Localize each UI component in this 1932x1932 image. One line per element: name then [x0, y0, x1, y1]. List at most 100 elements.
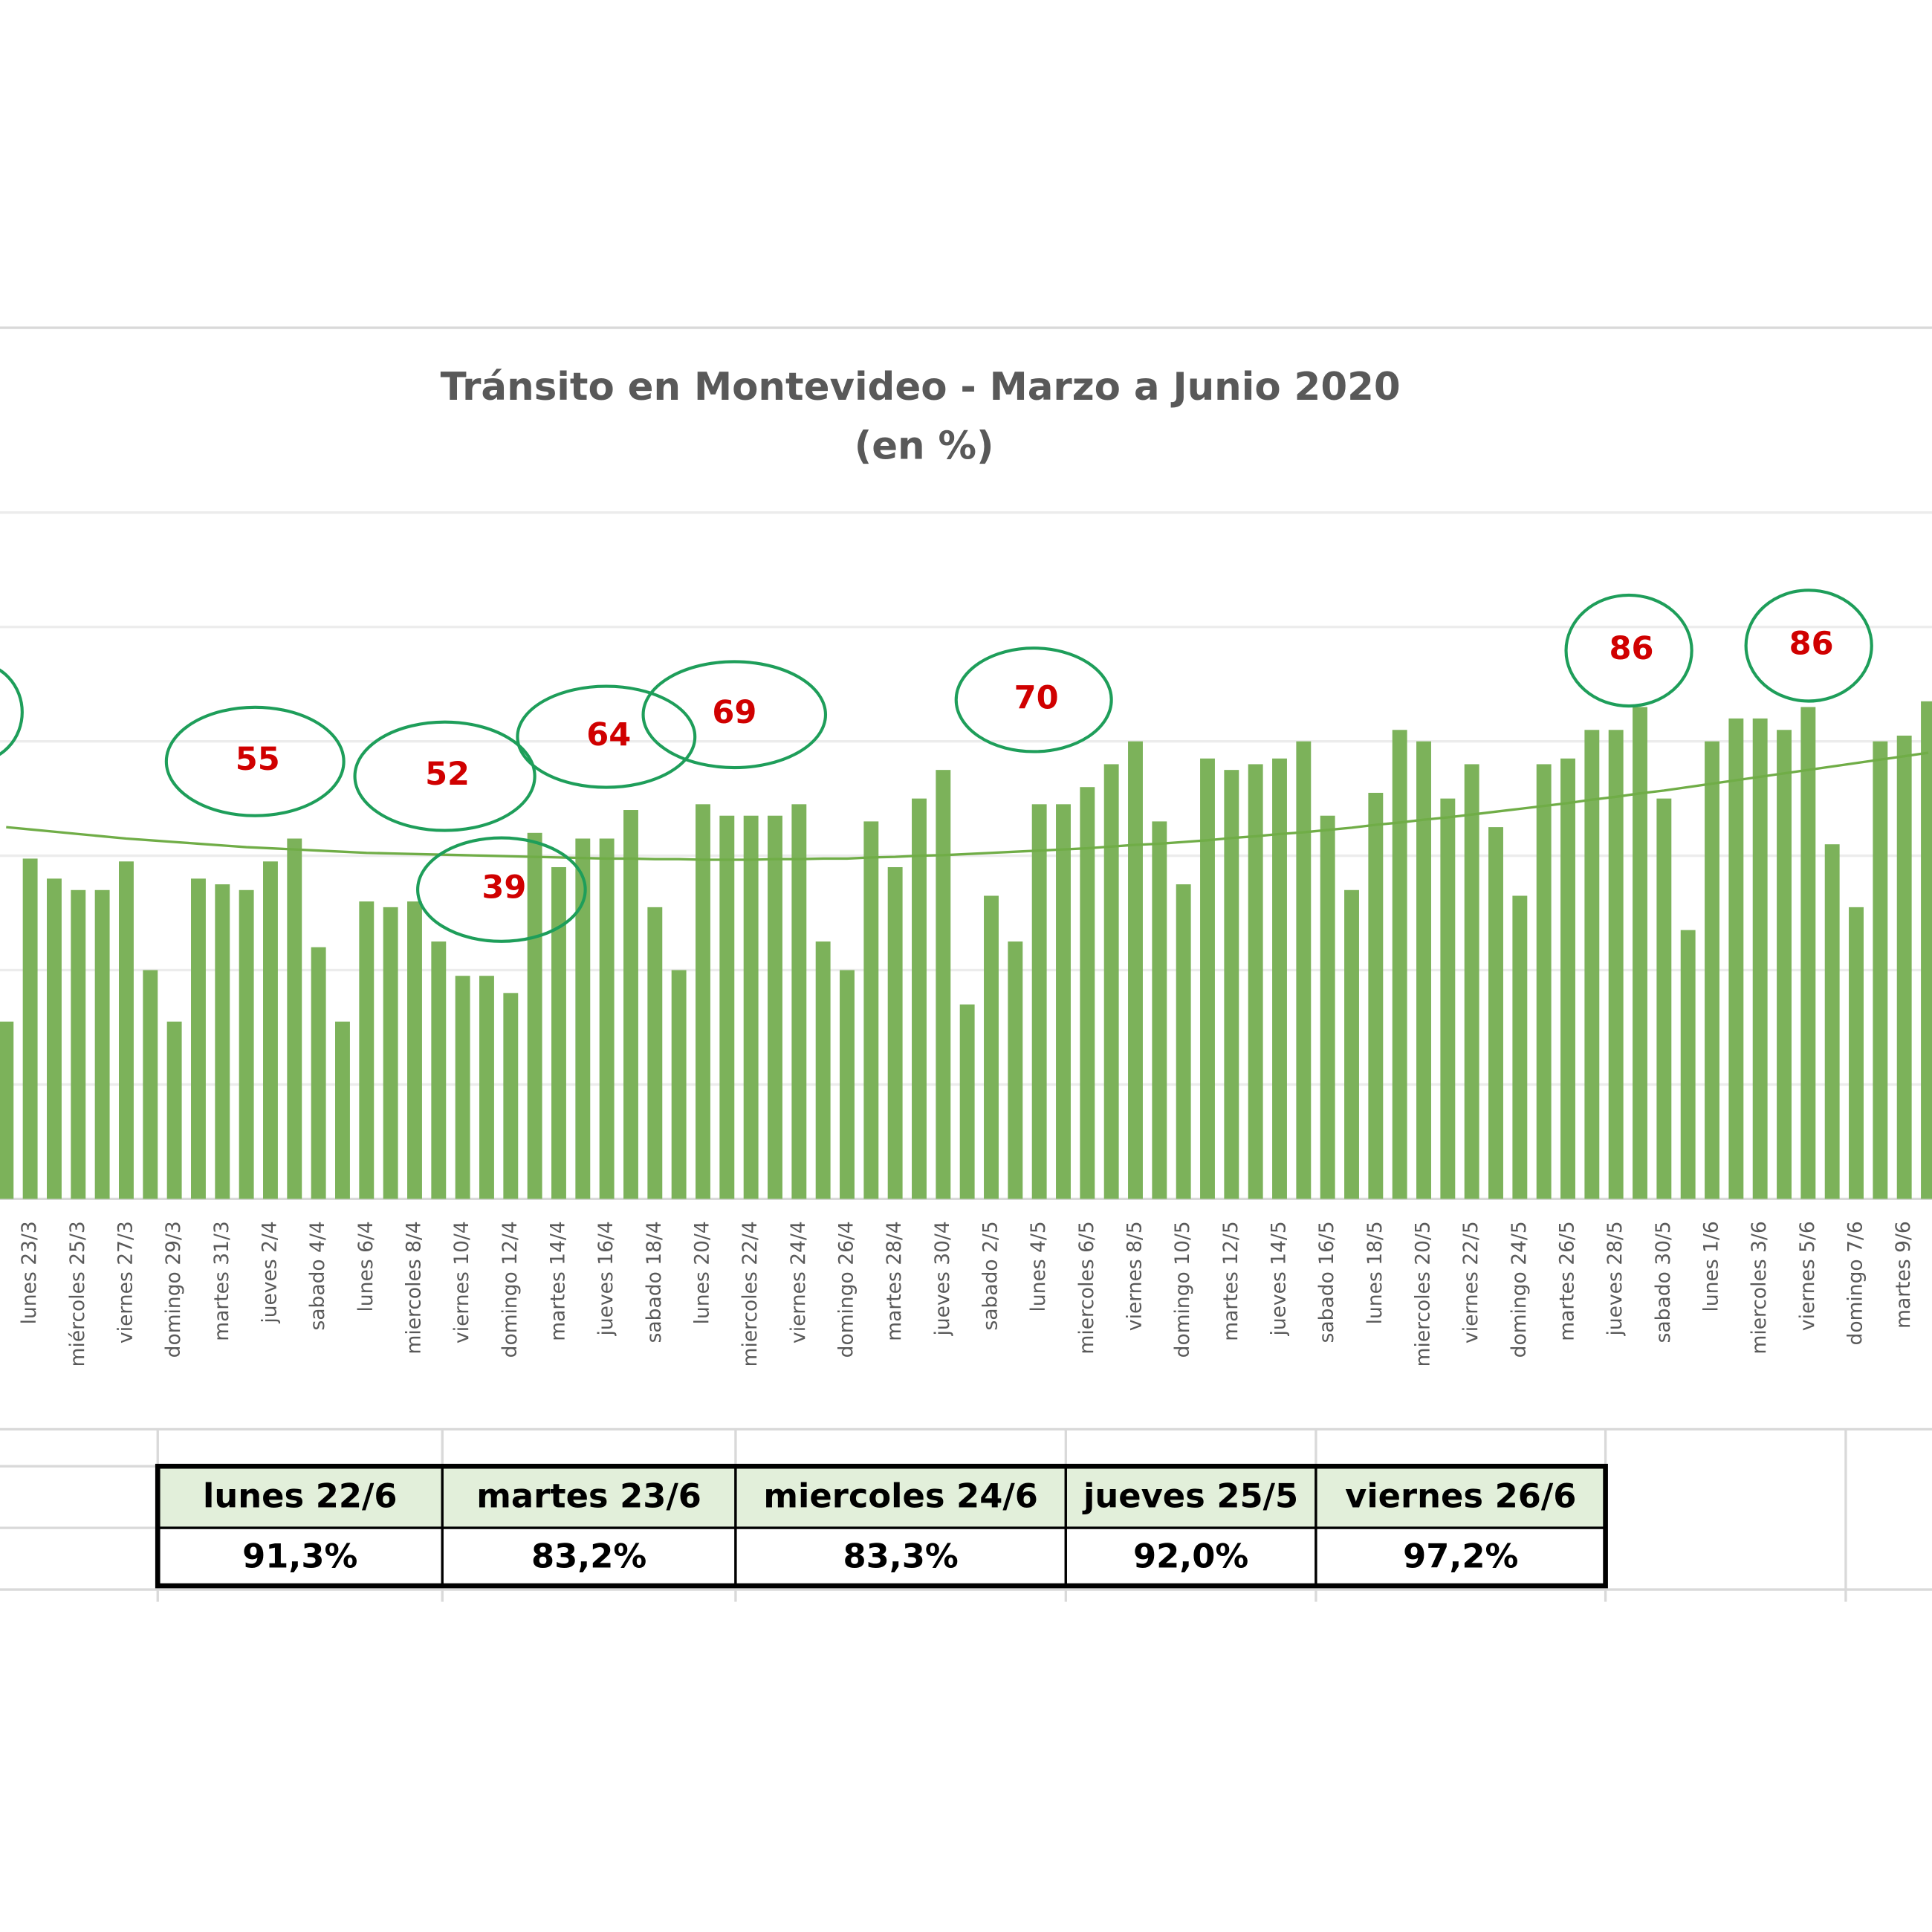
- x-tick-label: miercoles 3/6: [1748, 1221, 1771, 1354]
- x-tick-label: miercoles 22/4: [739, 1221, 762, 1367]
- bar: [215, 884, 230, 1199]
- bar: [1488, 827, 1503, 1199]
- bar: [815, 941, 831, 1199]
- annotation: 52: [425, 756, 470, 793]
- bar: [1272, 758, 1287, 1199]
- bar: [551, 866, 566, 1199]
- bar: [383, 907, 398, 1199]
- bar: [575, 838, 591, 1199]
- bar: [1031, 804, 1047, 1199]
- bar: [623, 810, 638, 1199]
- bar: [1824, 844, 1840, 1199]
- bar: [166, 1021, 182, 1199]
- trend-line: [6, 751, 1929, 861]
- bar: [503, 993, 519, 1199]
- bar: [1224, 770, 1239, 1199]
- x-tick-label: jueves 16/4: [594, 1221, 617, 1336]
- annotation-ellipse: [1564, 593, 1693, 708]
- x-tick-label: martes 28/4: [883, 1221, 906, 1341]
- bar: [1176, 884, 1191, 1199]
- bar: [287, 838, 302, 1199]
- bar: [768, 815, 782, 1199]
- x-tick-label: miercoles 8/4: [402, 1221, 425, 1354]
- value-cell: [734, 1526, 1067, 1587]
- bar: [1873, 741, 1888, 1199]
- value-text: 91,3%: [242, 1537, 357, 1576]
- bar: [1896, 735, 1912, 1199]
- annotation: 86: [1610, 630, 1654, 667]
- x-tick-label: jueves 28/5: [1604, 1221, 1627, 1336]
- x-tick-label: domingo 10/5: [1171, 1221, 1194, 1358]
- bar: [1248, 764, 1263, 1199]
- x-tick-label: martes 26/5: [1556, 1221, 1579, 1341]
- x-tick-label: viernes 8/5: [1123, 1221, 1146, 1331]
- bar: [599, 838, 615, 1199]
- annotation: 69: [712, 694, 756, 731]
- bar: [1633, 707, 1647, 1199]
- bar: [431, 941, 447, 1199]
- bar: [1777, 730, 1792, 1199]
- x-tick-label: domingo 29/3: [162, 1221, 185, 1358]
- trend: [6, 751, 1929, 861]
- x-tick-label: viernes 5/6: [1796, 1221, 1819, 1331]
- x-tick-label: martes 14/4: [546, 1221, 569, 1341]
- x-tick-label: domingo 26/4: [834, 1221, 858, 1358]
- bar: [479, 976, 494, 1199]
- bar: [1752, 718, 1768, 1199]
- bar: [1728, 718, 1744, 1199]
- bar: [840, 970, 855, 1199]
- bar: [912, 798, 927, 1199]
- annotation-ellipse: [0, 668, 24, 756]
- bar: [1103, 764, 1119, 1199]
- bar: [1008, 941, 1023, 1199]
- x-tick-label: viernes 27/3: [114, 1221, 137, 1343]
- bar: [239, 889, 254, 1199]
- bars: [0, 701, 1932, 1199]
- bar: [719, 815, 735, 1199]
- bar: [743, 815, 759, 1199]
- bar: [191, 878, 206, 1199]
- header-text: viernes 26/6: [1345, 1476, 1576, 1515]
- annotation: 55: [236, 741, 280, 778]
- bar: [1392, 730, 1407, 1199]
- x-tick-label: jueves 2/4: [258, 1221, 281, 1323]
- table: lunes 22/6 martes 23/6 miercoles 24/6 jueve…: [155, 1463, 1608, 1589]
- annotation: 39: [482, 869, 526, 907]
- annotation: 64: [586, 716, 631, 753]
- bar: [887, 866, 903, 1199]
- bar: [1128, 741, 1143, 1199]
- bar: [1584, 730, 1600, 1199]
- bar: [311, 947, 326, 1199]
- bar: [1296, 741, 1312, 1199]
- x-tick-label: martes 12/5: [1219, 1221, 1242, 1341]
- x-tick-label: sabado 16/5: [1315, 1221, 1338, 1343]
- bar: [119, 861, 134, 1199]
- header-text: martes 23/6: [476, 1476, 701, 1515]
- bar: [1344, 889, 1359, 1199]
- bar: [1680, 930, 1696, 1199]
- x-tick-label: miercoles 6/5: [1075, 1221, 1098, 1354]
- annotation-ellipse: [516, 684, 697, 789]
- bar: [791, 804, 807, 1199]
- bar: [671, 970, 687, 1199]
- bar: [359, 901, 375, 1199]
- x-tick-label: sabado 18/4: [643, 1221, 666, 1343]
- bar: [1320, 815, 1335, 1199]
- x-labels: lunes 23/3 miércoles 25/3 viernes 27/3 domi…: [18, 1221, 1915, 1367]
- bar: [936, 770, 951, 1199]
- x-tick-label: miercoles 20/5: [1412, 1221, 1435, 1367]
- bar: [1440, 798, 1456, 1199]
- annotations: 55 52 39 64 69 70 86 86: [164, 589, 1873, 943]
- x-tick-label: lunes 1/6: [1700, 1221, 1723, 1312]
- bar: [1416, 741, 1431, 1199]
- annotation-ellipse: [641, 660, 828, 770]
- bar: [647, 907, 663, 1199]
- annotation-ellipse: [1744, 589, 1873, 703]
- bar: [1368, 792, 1384, 1199]
- header-text: jueves 25/5: [1082, 1476, 1298, 1515]
- bar: [1560, 758, 1575, 1199]
- bar: [335, 1021, 350, 1199]
- bar: [71, 889, 86, 1199]
- x-tick-label: viernes 10/4: [450, 1221, 473, 1343]
